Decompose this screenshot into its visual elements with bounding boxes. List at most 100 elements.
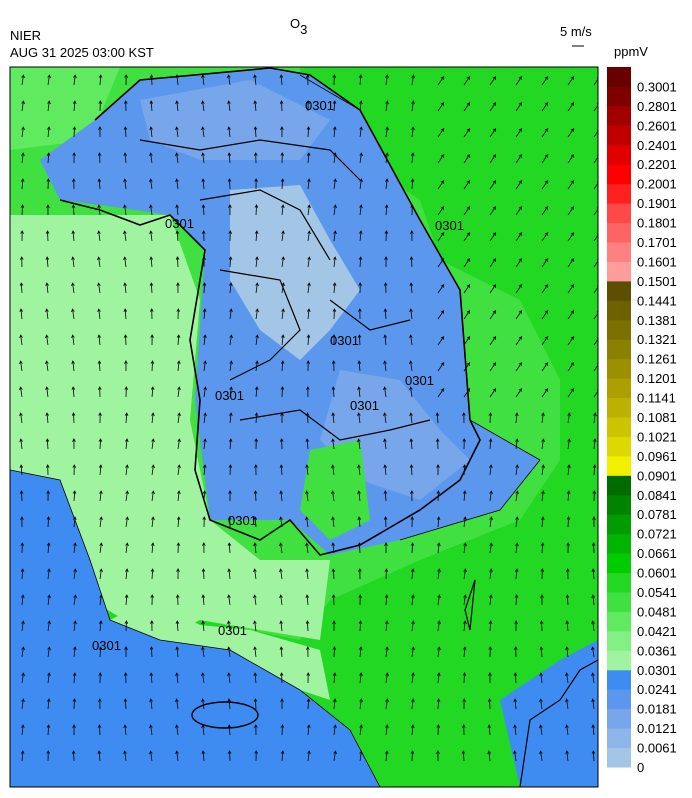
wind-arrow-head — [149, 282, 154, 286]
wind-arrow-head — [47, 594, 51, 599]
colorbar-box — [607, 728, 631, 749]
wind-arrow-head — [513, 646, 518, 650]
wind-arrow — [567, 258, 574, 268]
wind-arrow-head — [123, 126, 128, 130]
wind-arrow-head — [176, 334, 181, 338]
wind-arrow — [567, 491, 570, 502]
wind-arrow-head — [21, 74, 25, 79]
wind-arrow — [567, 413, 570, 424]
wind-arrow — [385, 699, 388, 710]
wind-arrow — [593, 208, 598, 216]
wind-arrow-head — [570, 206, 575, 210]
wind-arrow-head — [73, 74, 77, 79]
wind-arrow-head — [544, 128, 549, 132]
wind-arrow-head — [71, 204, 76, 208]
wind-arrow-head — [411, 594, 415, 599]
wind-arrow-head — [124, 74, 128, 78]
wind-arrow-head — [97, 308, 101, 313]
wind-arrow-head — [410, 204, 414, 208]
wind-arrow-head — [227, 698, 231, 702]
wind-arrow — [228, 569, 231, 580]
wind-arrow-head — [466, 284, 471, 288]
wind-arrow-head — [544, 362, 549, 366]
wind-arrow — [47, 516, 49, 528]
wind-arrow — [567, 128, 574, 138]
wind-arrow — [176, 699, 179, 710]
wind-arrow-head — [515, 542, 519, 547]
wind-arrow — [307, 231, 310, 242]
wind-arrow — [437, 362, 444, 372]
wind-arrow-head — [331, 594, 336, 598]
wind-arrow-head — [544, 180, 549, 184]
wind-arrow — [437, 128, 444, 138]
wind-arrow — [255, 231, 258, 242]
wind-arrow-head — [591, 750, 596, 754]
wind-arrow — [176, 153, 179, 164]
wind-arrow-head — [149, 750, 153, 755]
wind-arrow-head — [47, 74, 51, 79]
wind-arrow-head — [21, 672, 25, 677]
wind-arrow-head — [201, 204, 206, 208]
colorbar-box — [607, 650, 631, 671]
wind-arrow-head — [463, 594, 467, 599]
wind-arrow — [333, 153, 336, 164]
wind-arrow-head — [175, 672, 179, 677]
wind-arrow — [203, 413, 206, 424]
wind-arrow — [20, 282, 23, 294]
wind-arrow-head — [489, 490, 493, 495]
wind-arrow — [176, 620, 179, 632]
wind-arrow-head — [515, 464, 519, 469]
wind-arrow-head — [176, 516, 181, 520]
wind-arrow — [281, 309, 284, 320]
wind-arrow-head — [331, 360, 336, 364]
wind-arrow-head — [518, 154, 523, 158]
wind-arrow-head — [123, 334, 128, 338]
wind-arrow-head — [227, 126, 231, 131]
wind-arrow-head — [567, 412, 571, 417]
wind-arrow — [567, 516, 569, 528]
wind-arrow-head — [539, 646, 544, 650]
wind-arrow — [410, 283, 413, 294]
colorbar-box — [607, 183, 631, 204]
wind-arrow-head — [124, 646, 128, 650]
colorbar-box — [607, 280, 631, 301]
colorbar-label: 0.2201 — [637, 157, 677, 172]
wind-arrow — [411, 75, 414, 86]
colorbar-label: 0.0901 — [637, 468, 677, 483]
wind-arrow-head — [202, 542, 206, 546]
wind-arrow — [124, 179, 127, 190]
wind-arrow-head — [591, 542, 596, 546]
wind-arrow — [21, 568, 24, 580]
wind-arrow-head — [518, 284, 523, 288]
colorbar: 0 0.0061 0.0121 0.0181 0.0241 0.0301 0.0361 0.0… — [607, 67, 677, 775]
wind-arrow-head — [492, 102, 497, 106]
wind-arrow-head — [253, 594, 257, 599]
wind-arrow-head — [203, 360, 207, 365]
wind-arrow — [307, 309, 310, 320]
wind-arrow-head — [254, 204, 259, 208]
wind-arrow — [203, 387, 206, 398]
colorbar-label: 0.1021 — [637, 429, 677, 444]
wind-arrow-head — [487, 724, 492, 728]
wind-arrow — [177, 256, 179, 268]
wind-arrow-head — [541, 464, 545, 469]
wind-arrow — [567, 180, 574, 190]
colorbar-label: 0.1081 — [637, 410, 677, 425]
wind-arrow — [359, 334, 361, 346]
wind-arrow-head — [203, 334, 207, 339]
wind-arrow-head — [124, 620, 129, 624]
wind-arrow — [541, 336, 548, 346]
wind-arrow-head — [177, 360, 181, 364]
wind-arrow-head — [279, 490, 283, 494]
wind-arrow-head — [570, 336, 575, 340]
wind-arrow-head — [383, 516, 388, 520]
wind-arrow — [151, 568, 154, 580]
wind-arrow-head — [358, 282, 362, 286]
wind-arrow — [489, 620, 492, 632]
wind-arrow-head — [383, 464, 387, 468]
wind-arrow — [411, 256, 413, 268]
wind-arrow-head — [280, 126, 284, 130]
wind-arrow-head — [331, 568, 336, 572]
wind-arrow-head — [518, 258, 523, 262]
wind-arrow-head — [437, 646, 441, 651]
